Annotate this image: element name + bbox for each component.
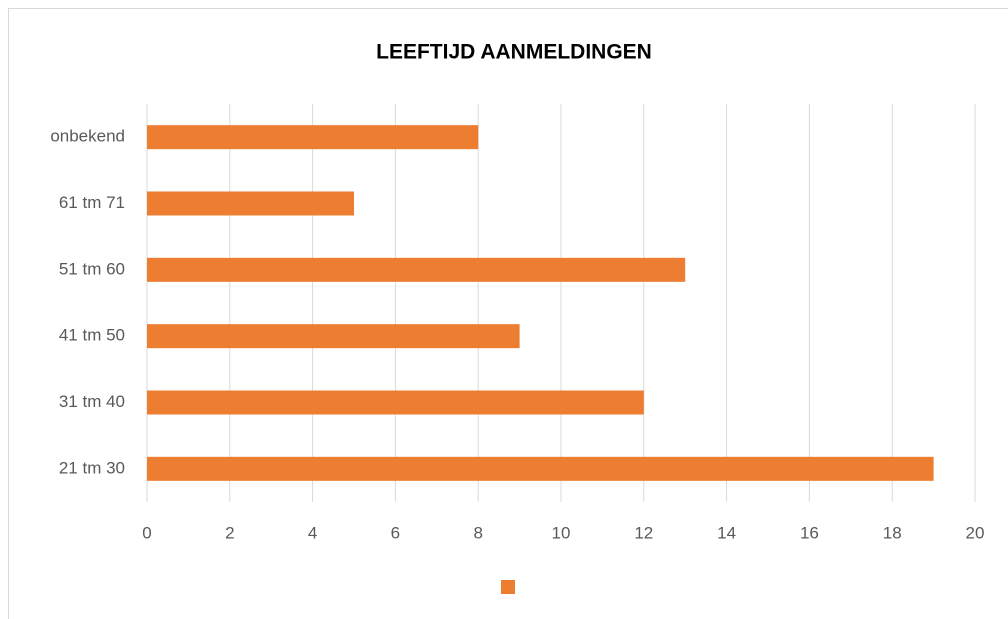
legend-marker bbox=[501, 580, 515, 594]
x-tick-label: 4 bbox=[308, 523, 317, 542]
bar bbox=[147, 257, 686, 282]
y-tick-label: onbekend bbox=[50, 127, 125, 146]
x-tick-label: 18 bbox=[883, 523, 902, 542]
bar bbox=[147, 125, 479, 150]
bar bbox=[147, 324, 520, 349]
x-tick-label: 6 bbox=[391, 523, 400, 542]
x-tick-label: 2 bbox=[225, 523, 234, 542]
x-tick-label: 20 bbox=[966, 523, 985, 542]
x-tick-label: 10 bbox=[552, 523, 571, 542]
x-tick-label: 0 bbox=[142, 523, 151, 542]
y-tick-label: 41 tm 50 bbox=[59, 326, 125, 345]
x-tick-label: 12 bbox=[634, 523, 653, 542]
y-tick-label: 31 tm 40 bbox=[59, 392, 125, 411]
chart-title: LEEFTIJD AANMELDINGEN bbox=[376, 41, 652, 64]
bar bbox=[147, 390, 644, 415]
x-tick-label: 14 bbox=[717, 523, 736, 542]
y-tick-label: 51 tm 60 bbox=[59, 259, 125, 278]
x-tick-label: 16 bbox=[800, 523, 819, 542]
bar bbox=[147, 456, 934, 481]
y-tick-label: 61 tm 71 bbox=[59, 193, 125, 212]
chart-frame bbox=[8, 8, 1008, 619]
y-tick-label: 21 tm 30 bbox=[59, 458, 125, 477]
bar bbox=[147, 191, 354, 216]
x-tick-label: 8 bbox=[473, 523, 482, 542]
